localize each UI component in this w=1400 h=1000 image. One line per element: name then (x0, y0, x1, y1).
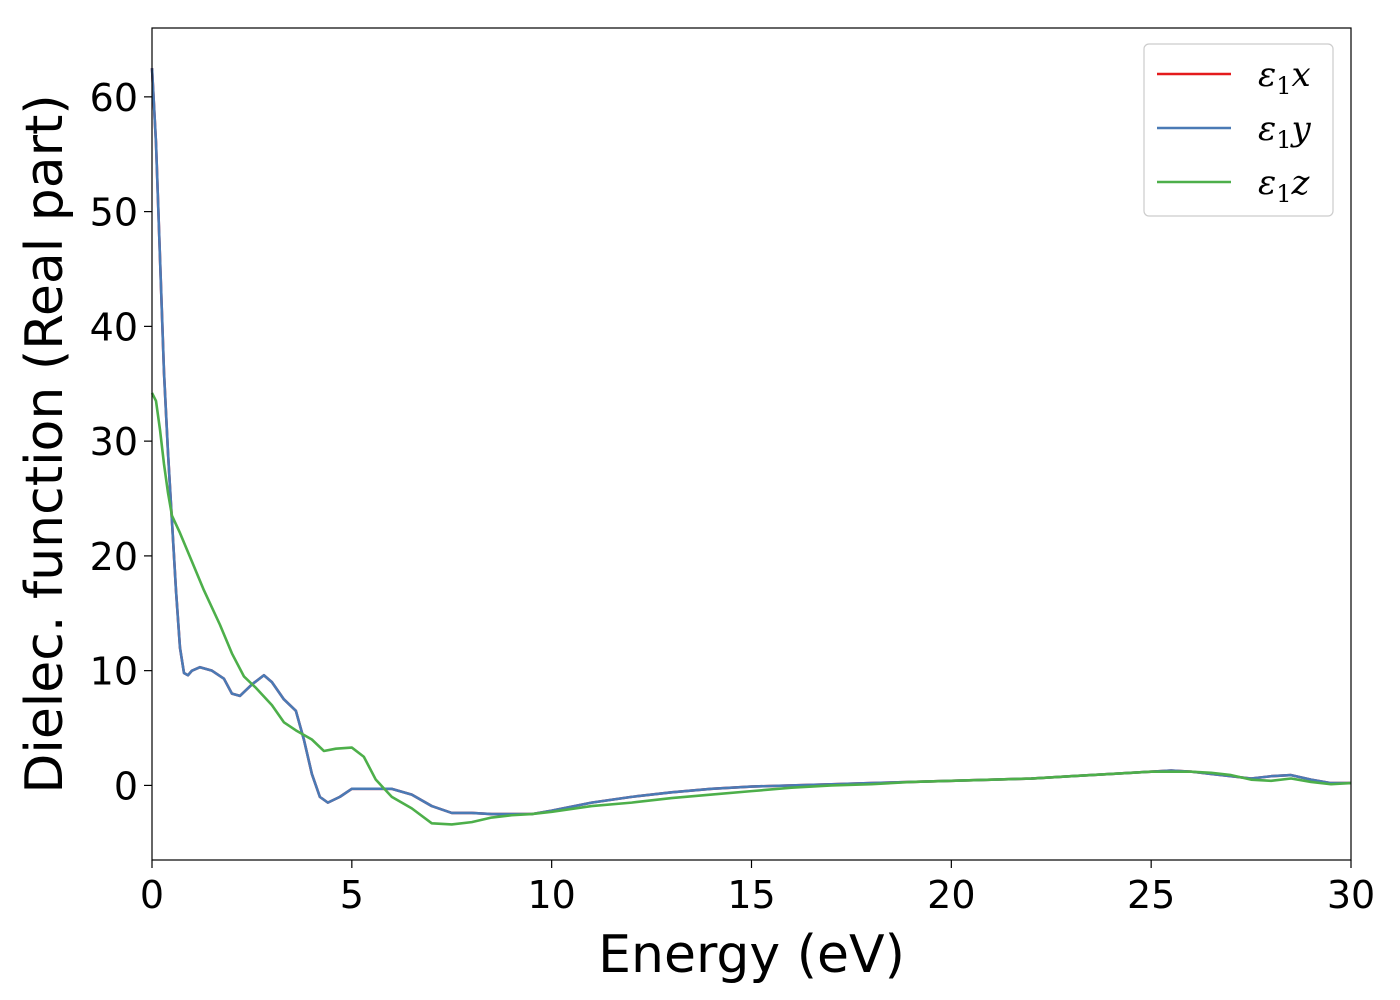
x-tick-label: 10 (527, 873, 575, 917)
legend-label-x: ε1x (1258, 55, 1311, 100)
x-tick-label: 25 (1127, 873, 1175, 917)
y-tick-label: 60 (90, 76, 138, 120)
y-tick-label: 20 (90, 535, 138, 579)
legend-label-y: ε1y (1258, 109, 1312, 154)
y-tick-label: 10 (90, 650, 138, 694)
y-tick-label: 40 (90, 305, 138, 349)
legend: ε1x ε1y ε1z (1143, 43, 1334, 217)
x-axis-title: Energy (eV) (598, 925, 905, 985)
series-layer (150, 68, 1352, 826)
legend-label-z: ε1z (1258, 163, 1311, 208)
x-tick-label: 20 (927, 873, 975, 917)
x-axis-ticks: 0 5 10 15 20 25 30 (140, 860, 1375, 917)
x-tick-label: 15 (727, 873, 775, 917)
x-tick-label: 5 (340, 873, 364, 917)
y-axis-title: Dielec. function (Real part) (15, 94, 75, 793)
y-tick-label: 50 (90, 191, 138, 235)
y-axis-ticks: 0 10 20 30 40 50 60 (90, 76, 152, 808)
legend-box (1143, 43, 1334, 217)
x-tick-label: 30 (1327, 873, 1375, 917)
series-line-z (150, 392, 1352, 826)
y-tick-label: 30 (90, 420, 138, 464)
x-tick-label: 0 (140, 873, 164, 917)
y-tick-label: 0 (114, 764, 138, 808)
